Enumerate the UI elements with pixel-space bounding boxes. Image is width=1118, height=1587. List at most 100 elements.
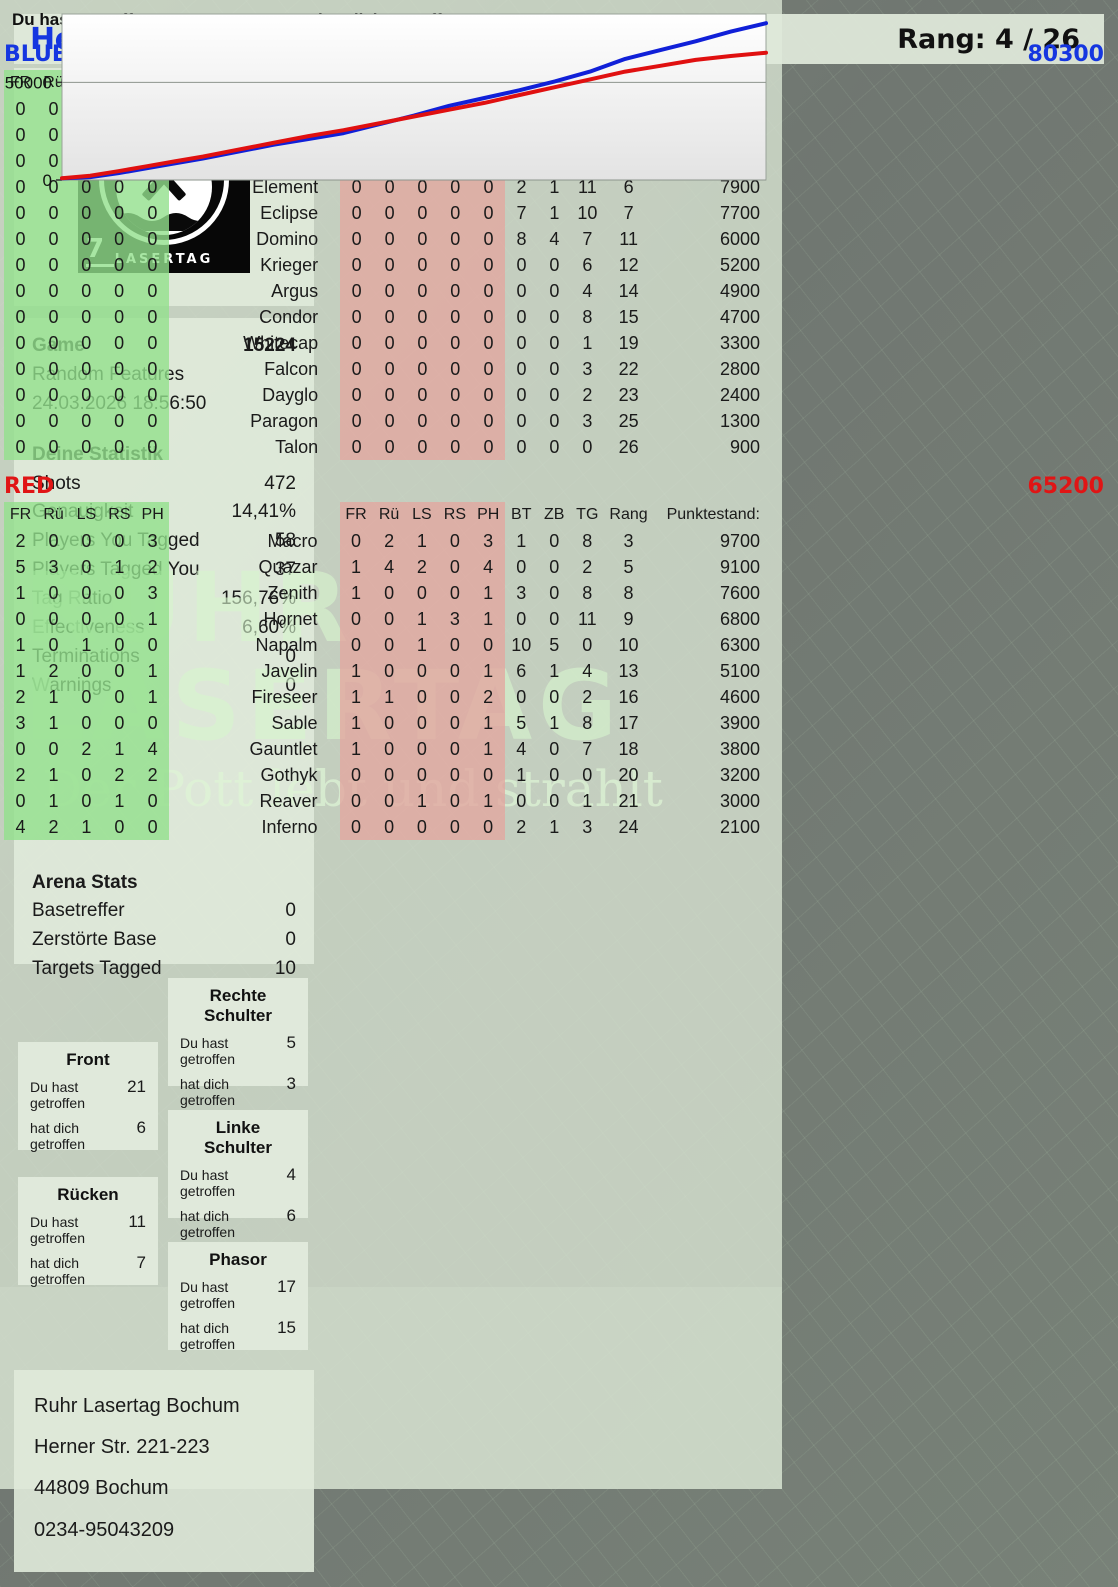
cell-you-tagged: 0 (102, 814, 137, 840)
cell-tagged-you: 0 (438, 580, 472, 606)
player-rank: Rang: 4 / 26 (897, 23, 1080, 55)
zone-phasor: Phasor Du hast getroffen 17 hat dich getrof… (168, 1242, 308, 1352)
cell-you-tagged: 0 (102, 434, 136, 460)
col-header-tg: TG (576, 506, 599, 523)
cell-tagged-you: 0 (339, 632, 373, 658)
cell-bt: 0 (516, 609, 527, 629)
arena-stats-title: Arena Stats (32, 871, 138, 893)
cell-you-tagged: 0 (102, 658, 137, 684)
cell-zb: 1 (549, 177, 560, 197)
cell-you-tagged: 0 (102, 382, 136, 408)
cell-you-tagged: 0 (70, 684, 103, 710)
cell-you-tagged: 0 (135, 304, 169, 330)
cell-player-name: Talon (275, 437, 319, 457)
zone-gothit-row: hat dich getroffen 6 (30, 1118, 146, 1152)
cell-rang: 5 (623, 557, 634, 577)
cell-tagged-you: 1 (405, 606, 439, 632)
zone-row-label: hat dich getroffen (30, 1120, 86, 1152)
zone-title: Rechte Schulter (203, 986, 273, 1025)
cell-tagged-you: 2 (471, 684, 505, 710)
cell-tg: 3 (582, 359, 593, 379)
col-header-rang: Rang (609, 506, 648, 523)
cell-tagged-you: 0 (471, 200, 506, 226)
cell-zb: 0 (549, 281, 560, 301)
cell-you-tagged: 0 (102, 278, 136, 304)
cell-you-tagged: 0 (69, 278, 103, 304)
cell-tagged-you: 0 (405, 814, 439, 840)
cell-tagged-you: 0 (438, 382, 472, 408)
cell-rang: 14 (618, 281, 639, 301)
cell-tagged-you: 0 (372, 632, 406, 658)
cell-bt: 0 (516, 359, 527, 379)
stat-value: 0 (285, 900, 296, 922)
cell-you-tagged: 0 (136, 632, 170, 658)
address-line-1: Ruhr Lasertag Bochum (34, 1395, 240, 1417)
cell-you-tagged: 0 (102, 330, 136, 356)
cell-you-tagged: 0 (4, 408, 38, 434)
stat-value: 37 (274, 559, 296, 581)
table-row: 0 0 0 0 0 Argus 0 0 0 0 0 0 0 4 14 4900 (4, 278, 770, 304)
table-row: 0 0 0 0 1 Hornet 0 0 1 3 1 0 0 11 9 6800 (4, 606, 770, 632)
cell-tagged-you: 0 (405, 736, 439, 762)
cell-player-name: Falcon (264, 359, 319, 379)
cell-bt: 0 (516, 791, 527, 811)
cell-tg: 11 (578, 177, 597, 197)
cell-rang: 24 (618, 817, 639, 837)
zone-row-value: 6 (136, 1118, 146, 1137)
cell-tagged-you: 0 (372, 710, 406, 736)
cell-points: 7600 (719, 583, 760, 603)
cell-tagged-you: 0 (471, 814, 505, 840)
col-header-right-Rü: Rü (372, 502, 406, 528)
cell-points: 7900 (719, 177, 760, 197)
zone-title: Linke Schulter (203, 1118, 273, 1157)
cell-zb: 0 (549, 609, 560, 629)
table-row: 1 0 1 0 0 Napalm 0 0 1 0 0 10 5 0 10 6300 (4, 632, 770, 658)
col-header-right-LS: LS (405, 502, 439, 528)
cell-player-name: Domino (256, 229, 319, 249)
cell-player-name: Paragon (250, 411, 319, 431)
table-row: 3 1 0 0 0 Sable 1 0 0 0 1 5 1 8 17 3900 (4, 710, 770, 736)
col-header-right-FR: FR (339, 502, 373, 528)
col-header-left-Rü: Rü (37, 502, 71, 528)
cell-bt: 0 (516, 437, 527, 457)
cell-tagged-you: 0 (406, 226, 439, 252)
cell-tg: 8 (582, 307, 593, 327)
cell-tagged-you: 0 (471, 408, 506, 434)
col-header-left-PH: PH (136, 502, 170, 528)
zone-hit-row: Du hast getroffen 11 (30, 1212, 146, 1246)
table-row: 2 1 0 0 1 Fireseer 1 1 0 0 2 0 0 2 16 4600 (4, 684, 770, 710)
cell-you-tagged: 0 (69, 226, 103, 252)
cell-tg: 7 (582, 229, 593, 249)
cell-tagged-you: 1 (339, 554, 373, 580)
cell-tagged-you: 0 (405, 710, 439, 736)
cell-tagged-you: 0 (438, 788, 472, 814)
table-row: 0 0 0 0 0 Talon 0 0 0 0 0 0 0 0 26 900 (4, 434, 770, 460)
cell-tagged-you: 1 (405, 788, 439, 814)
cell-you-tagged: 0 (102, 200, 136, 226)
cell-player-name: Javelin (261, 661, 318, 681)
cell-tagged-you: 0 (438, 278, 472, 304)
table-row: 0 0 0 0 0 Paragon 0 0 0 0 0 0 0 3 25 1300 (4, 408, 770, 434)
chart-svg: 0 50000 (5, 13, 768, 190)
cell-points: 4600 (719, 687, 760, 707)
cell-tagged-you: 0 (372, 762, 406, 788)
cell-tagged-you: 0 (471, 278, 506, 304)
cell-tg: 8 (582, 531, 593, 551)
cell-tagged-you: 0 (438, 434, 472, 460)
cell-points: 6000 (719, 229, 760, 249)
zone-row-label: hat dich getroffen (180, 1076, 236, 1108)
stat-value: 0 (285, 674, 296, 696)
cell-points: 900 (729, 437, 760, 457)
cell-bt: 3 (516, 583, 527, 603)
cell-tg: 0 (582, 437, 593, 457)
cell-tagged-you: 0 (471, 632, 505, 658)
zone-gothit-row: hat dich getroffen 6 (180, 1206, 296, 1240)
cell-zb: 0 (549, 411, 560, 431)
cell-you-tagged: 0 (135, 226, 169, 252)
cell-tagged-you: 0 (340, 304, 374, 330)
cell-bt: 2 (516, 817, 527, 837)
stat-value: 6,60% (242, 616, 296, 638)
chart-ytick-label: 0 (43, 171, 52, 190)
cell-tg: 10 (577, 203, 598, 223)
cell-you-tagged: 0 (37, 382, 70, 408)
